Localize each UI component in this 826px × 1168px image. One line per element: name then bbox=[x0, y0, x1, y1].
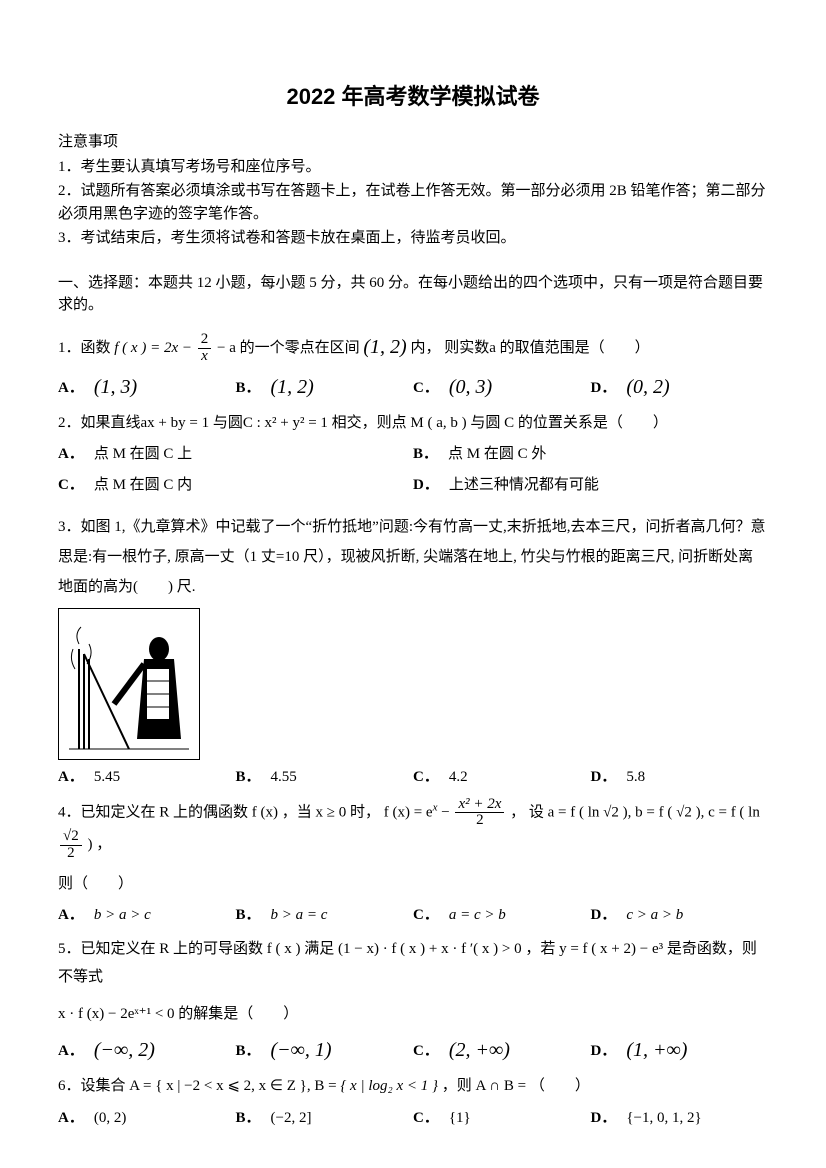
q5-opt-d: (1, +∞) bbox=[626, 1039, 687, 1061]
q4-opt-a: b > a > c bbox=[94, 907, 151, 923]
q1-post: 内， 则实数a 的取值范围是（ ） bbox=[410, 340, 649, 356]
question-1: 1．函数 f ( x ) = 2x − 2 x − a 的一个零点在区间 (1,… bbox=[58, 327, 768, 365]
q1-opt-c: (0, 3) bbox=[449, 376, 492, 398]
q6-setb: { x | log₂ x < 1 } bbox=[340, 1078, 438, 1094]
q2-opt-a: 点 M 在圆 C 上 bbox=[94, 446, 192, 462]
question-6: 6．设集合 A = { x | −2 < x ⩽ 2, x ∈ Z }, B =… bbox=[58, 1072, 768, 1101]
q4-tail: ) ， bbox=[84, 837, 112, 853]
q3-illustration bbox=[58, 608, 200, 760]
q5-opt-c: (2, +∞) bbox=[449, 1039, 510, 1061]
q4-mid1: ), b = f ( bbox=[619, 804, 676, 820]
q1-stem-pre: 1．函数 bbox=[58, 340, 114, 356]
q6-opt-b: (−2, 2] bbox=[271, 1110, 312, 1126]
q5-opt-a: (−∞, 2) bbox=[94, 1039, 155, 1061]
q5-opt-b: (−∞, 1) bbox=[271, 1039, 332, 1061]
q4-options: A．b > a > c B．b > a = c C．a = c > b D．c … bbox=[58, 904, 768, 927]
q4-opt-d: c > a > b bbox=[626, 907, 683, 923]
q3-opt-c: 4.2 bbox=[449, 769, 468, 785]
q4-setpre: ， 设 a = f ( ln bbox=[510, 804, 603, 820]
q1-frac-den: x bbox=[198, 349, 212, 365]
q4-sqrt2a: √2 bbox=[603, 804, 619, 820]
q6-pre: 6．设集合 A = { x | −2 < x ⩽ 2, x ∈ Z }, B = bbox=[58, 1078, 340, 1094]
q4-cfrac: √2 2 bbox=[60, 829, 82, 862]
notice-item-3: 3．考试结束后，考生须将试卷和答题卡放在桌面上，待监考员收回。 bbox=[58, 227, 768, 250]
q4-mid2: ), c = f ( ln bbox=[692, 804, 760, 820]
q1-opt-d: (0, 2) bbox=[626, 376, 669, 398]
q1-interval: (1, 2) bbox=[363, 336, 406, 358]
q1-mid: − a 的一个零点在区间 bbox=[217, 340, 360, 356]
question-2: 2．如果直线ax + by = 1 与圆C : x² + y² = 1 相交，则… bbox=[58, 409, 768, 438]
q6-opt-c: {1} bbox=[449, 1110, 471, 1126]
q4-cfrac-num: √2 bbox=[60, 829, 82, 846]
question-5: 5．已知定义在 R 上的可导函数 f ( x ) 满足 (1 − x) · f … bbox=[58, 935, 768, 992]
q4-cfrac-den: 2 bbox=[60, 846, 82, 862]
q4-frac-num: x² + 2x bbox=[455, 797, 504, 814]
section1-header: 一、选择题：本题共 12 小题，每小题 5 分，共 60 分。在每小题给出的四个… bbox=[58, 272, 768, 317]
q6-options: A．(0, 2) B．(−2, 2] C．{1} D．{−1, 0, 1, 2} bbox=[58, 1107, 768, 1130]
q2-opt-b: 点 M 在圆 C 外 bbox=[448, 446, 546, 462]
q4-frac-den: 2 bbox=[455, 813, 504, 829]
q3-opt-d: 5.8 bbox=[626, 769, 645, 785]
q1-opt-a: (1, 3) bbox=[94, 376, 137, 398]
q1-flhs: f ( x ) = 2x − bbox=[114, 340, 192, 356]
q6-opt-a: (0, 2) bbox=[94, 1110, 127, 1126]
q4-opt-b: b > a = c bbox=[271, 907, 328, 923]
q5-options: A．(−∞, 2) B．(−∞, 1) C．(2, +∞) D．(1, +∞) bbox=[58, 1034, 768, 1064]
q4-then: 则（ ） bbox=[58, 870, 768, 899]
q3-options: A．5.45 B．4.55 C．4.2 D．5.8 bbox=[58, 766, 768, 789]
q5-ineq: x · f (x) − 2eˣ⁺¹ < 0 的解集是（ ） bbox=[58, 1000, 768, 1029]
exam-title: 2022 年高考数学模拟试卷 bbox=[58, 80, 768, 113]
q2-opt-d: 上述三种情况都有可能 bbox=[449, 477, 599, 493]
q1-options: A．(1, 3) B．(1, 2) C．(0, 3) D．(0, 2) bbox=[58, 371, 768, 401]
q4-minus: − bbox=[437, 804, 453, 820]
q2-opt-c: 点 M 在圆 C 内 bbox=[94, 477, 192, 493]
q6-opt-d: {−1, 0, 1, 2} bbox=[626, 1110, 701, 1126]
q1-frac-num: 2 bbox=[198, 332, 212, 349]
q2-options: A．点 M 在圆 C 上 B．点 M 在圆 C 外 C．点 M 在圆 C 内 D… bbox=[58, 443, 768, 504]
notice-item-1: 1．考生要认真填写考场号和座位序号。 bbox=[58, 156, 768, 179]
q1-opt-b: (1, 2) bbox=[271, 376, 314, 398]
q4-frac: x² + 2x 2 bbox=[455, 797, 504, 830]
notice-header: 注意事项 bbox=[58, 131, 768, 154]
q3-opt-a: 5.45 bbox=[94, 769, 120, 785]
question-4: 4．已知定义在 R 上的偶函数 f (x) ，当 x ≥ 0 时， f (x) … bbox=[58, 797, 768, 862]
question-3: 3．如图 1,《九章算术》中记载了一个“折竹抵地”问题:今有竹高一丈,末折抵地,… bbox=[58, 512, 768, 602]
q4-pre: 4．已知定义在 R 上的偶函数 f (x) ，当 x ≥ 0 时， f (x) … bbox=[58, 804, 433, 820]
notice-item-2: 2．试题所有答案必须填涂或书写在答题卡上，在试卷上作答无效。第一部分必须用 2B… bbox=[58, 180, 768, 225]
q4-opt-c: a = c > b bbox=[449, 907, 506, 923]
q4-sqrt2b: √2 bbox=[676, 804, 692, 820]
q1-frac: 2 x bbox=[198, 332, 212, 365]
q6-post: ，则 A ∩ B = （ ） bbox=[442, 1078, 590, 1094]
q3-opt-b: 4.55 bbox=[271, 769, 297, 785]
